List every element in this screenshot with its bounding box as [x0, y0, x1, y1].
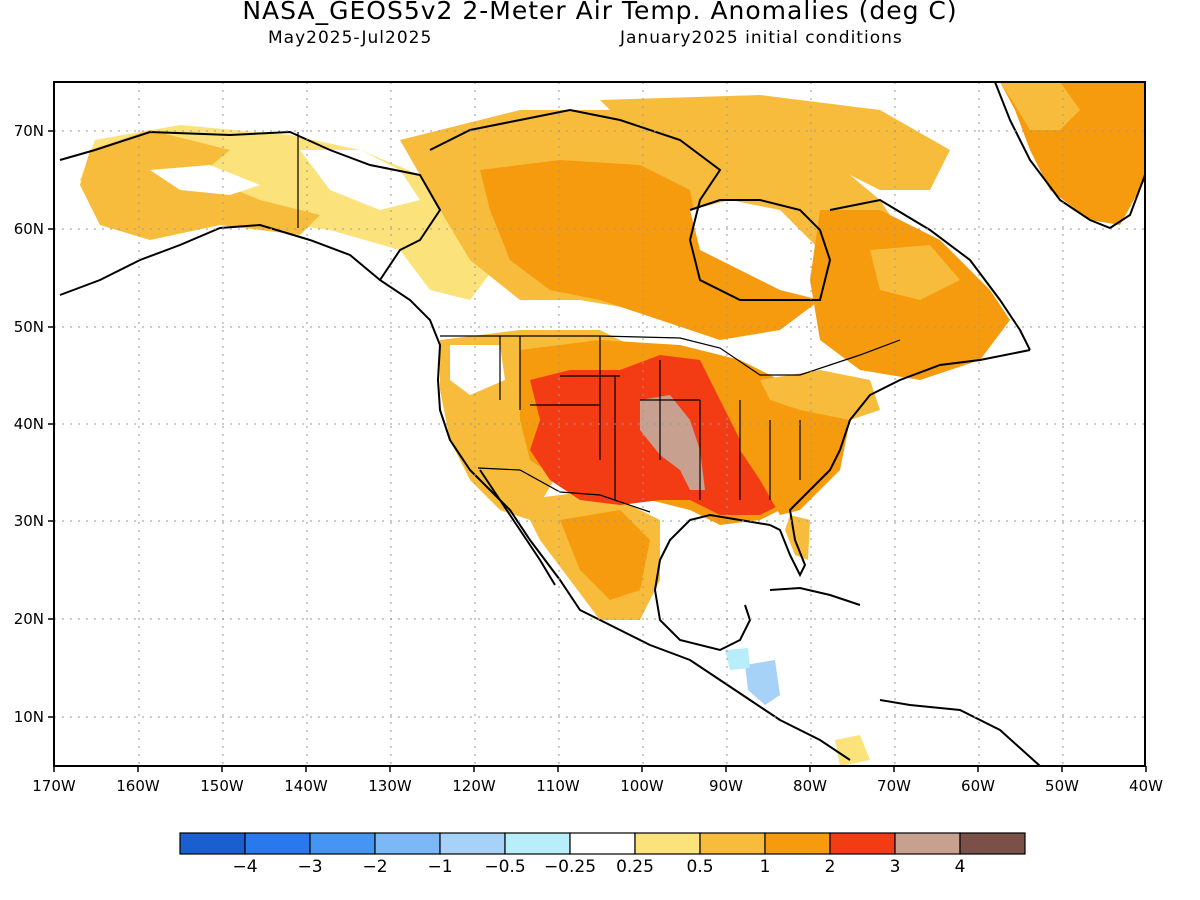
colorbar-label: −0.25 — [544, 857, 596, 877]
lon-label: 130W — [368, 777, 412, 795]
lon-label: 150W — [200, 777, 244, 795]
colorbar-swatch — [439, 832, 506, 855]
forecast-period: May2025-Jul2025 — [268, 28, 433, 48]
anomaly-west-us-white — [450, 345, 505, 395]
lon-label: 160W — [116, 777, 160, 795]
colorbar-label: 1 — [760, 857, 771, 877]
anomaly-central-america-blue-2 — [725, 648, 750, 670]
colorbar-label: −1 — [427, 857, 452, 877]
colorbar-label: 0.5 — [686, 857, 713, 877]
lat-label: 40N — [14, 415, 44, 433]
map-content — [54, 82, 1145, 766]
longitude-labels: 170W 160W 150W 140W 130W 120W 110W 100W 90W 80W 70… — [32, 766, 1163, 795]
lon-label: 40W — [1129, 777, 1163, 795]
colorbar-swatch — [894, 832, 961, 855]
anomaly-yukon-white — [300, 150, 420, 210]
coast-baja — [479, 469, 556, 586]
anomaly-central-america-blue — [745, 660, 780, 705]
anomaly-tan-hotspot — [640, 395, 705, 490]
border-us-mexico — [477, 467, 651, 513]
anomaly-labrador — [870, 245, 960, 300]
initial-conditions: January2025 initial conditions — [620, 28, 903, 48]
lat-label: 30N — [14, 512, 44, 530]
colorbar-label: −2 — [362, 857, 387, 877]
border-us-canada — [440, 335, 901, 376]
colorbar-labels: −4 −3 −2 −1 −0.5 −0.25 0.25 0.5 1 2 3 4 — [232, 857, 965, 877]
colorbar-swatch — [504, 832, 571, 855]
colorbar-swatch — [569, 832, 636, 855]
gridlines — [54, 82, 1145, 766]
lat-label: 60N — [14, 220, 44, 238]
anomaly-shading — [80, 82, 1145, 766]
lon-label: 60W — [961, 777, 995, 795]
colorbar-swatch — [764, 832, 831, 855]
colorbar-swatch — [309, 832, 376, 855]
colorbar-label: −3 — [297, 857, 322, 877]
anomaly-mexico-deep — [560, 510, 650, 600]
colorbar-swatch — [179, 832, 246, 855]
anomaly-alaska-white — [150, 165, 260, 195]
coast-greenland — [994, 82, 1145, 230]
border-us-west-states — [499, 336, 801, 500]
colorbar-label: 0.25 — [616, 857, 654, 877]
lon-label: 50W — [1045, 777, 1079, 795]
anomaly-arctic-islands — [600, 95, 950, 190]
latitude-labels: 70N 60N 50N 40N 30N 20N 10N — [14, 122, 54, 726]
coast-alaska — [59, 130, 442, 296]
colorbar-swatch — [634, 832, 701, 855]
coast-labrador — [829, 198, 1031, 351]
coast-east-us — [769, 349, 1031, 578]
colorbar-swatch — [374, 832, 441, 855]
colorbar-label: 4 — [955, 857, 966, 877]
colorbar — [179, 832, 1026, 855]
coast-gulf — [653, 513, 771, 652]
colorbar-label: −4 — [232, 857, 257, 877]
coastlines — [59, 82, 1145, 766]
lat-label: 70N — [14, 122, 44, 140]
lat-label: 50N — [14, 318, 44, 336]
anomaly-greenland-light — [1000, 82, 1080, 130]
colorbar-swatch — [829, 832, 896, 855]
colorbar-label: −0.5 — [484, 857, 525, 877]
coast-pacific-na — [379, 279, 851, 761]
lon-label: 100W — [620, 777, 664, 795]
lat-label: 10N — [14, 708, 44, 726]
lon-label: 170W — [32, 777, 76, 795]
lon-label: 80W — [793, 777, 827, 795]
coast-south-america — [879, 699, 1041, 766]
lon-label: 110W — [536, 777, 580, 795]
coast-cuba — [769, 586, 861, 606]
anomaly-hudson-white — [690, 200, 820, 300]
lat-label: 20N — [14, 610, 44, 628]
colorbar-label: 3 — [890, 857, 901, 877]
lon-label: 120W — [452, 777, 496, 795]
anomaly-canada-2 — [480, 160, 820, 340]
colorbar-swatch — [959, 832, 1026, 855]
anomaly-northeast — [760, 370, 880, 420]
lon-label: 70W — [877, 777, 911, 795]
anomaly-south-america-yellow — [835, 735, 870, 766]
political-borders — [297, 132, 901, 513]
colorbar-swatch — [244, 832, 311, 855]
colorbar-swatch — [699, 832, 766, 855]
lon-label: 90W — [709, 777, 743, 795]
lon-label: 140W — [284, 777, 328, 795]
map-title: NASA_GEOS5v2 2-Meter Air Temp. Anomalies… — [242, 0, 958, 25]
coast-arctic — [429, 108, 722, 241]
coast-hudson — [689, 199, 832, 301]
colorbar-label: 2 — [825, 857, 836, 877]
anomaly-florida — [785, 515, 810, 560]
